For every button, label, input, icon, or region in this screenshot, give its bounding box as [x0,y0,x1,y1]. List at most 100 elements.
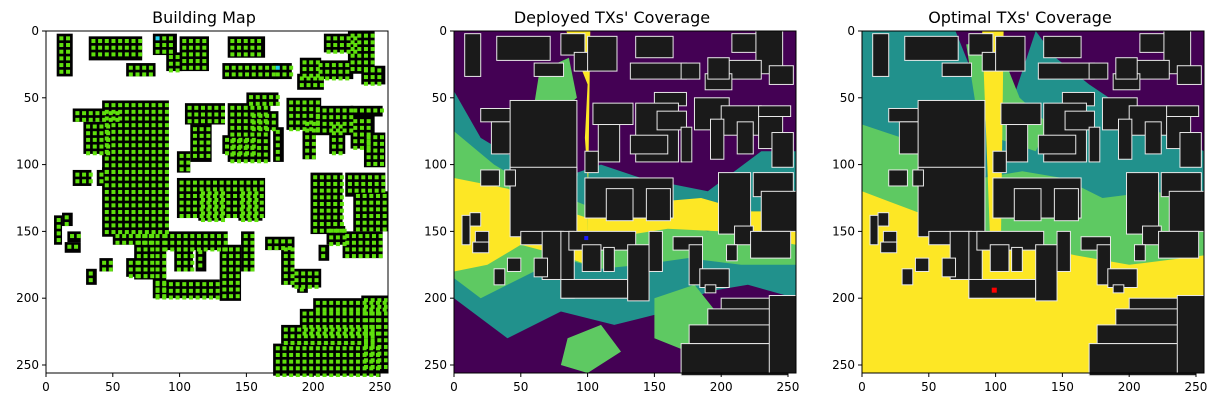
candidate-point [245,137,250,142]
candidate-point [290,340,295,345]
candidate-point [345,69,350,74]
candidate-point [164,216,169,221]
candidate-point [339,175,344,180]
candidate-point [378,247,383,252]
candidate-point [363,60,368,65]
candidate-point [373,155,378,160]
candidate-point [241,218,246,223]
candidate-point [355,193,360,198]
candidate-point [210,247,215,252]
candidate-point [243,247,248,252]
candidate-point [164,163,169,168]
candidate-point [182,288,187,293]
candidate-point [74,244,79,249]
building [917,99,986,176]
candidate-point [315,346,320,351]
candidate-point [326,188,331,193]
candidate-point [199,180,204,185]
candidate-point [363,33,368,38]
candidate-point [322,373,327,378]
candidate-point [247,218,252,223]
candidate-point [342,228,347,233]
candidate-point [151,143,156,148]
building [560,278,629,299]
candidate-point [317,327,322,332]
candidate-point [375,214,380,219]
candidate-point [259,187,264,192]
candidate-point [150,267,155,272]
candidate-point [226,180,231,185]
candidate-point [251,65,256,70]
candidate-point [164,116,169,121]
candidate-point [206,127,211,132]
building [995,35,1026,72]
candidate-point [118,45,123,50]
candidate-point [319,215,324,220]
candidate-point [164,169,169,174]
candidate-point [243,125,248,130]
candidate-point [151,123,156,128]
axes-frame [861,30,1205,374]
candidate-point [235,247,240,252]
candidate-point [131,216,136,221]
candidate-point [168,55,173,60]
chart-title: Optimal TXs' Coverage [928,8,1112,27]
candidate-point [203,234,208,239]
candidate-point [59,63,64,68]
candidate-point [118,103,123,108]
candidate-point [283,334,288,339]
candidate-point [183,234,188,239]
candidate-point [82,111,87,116]
candidate-point [345,254,350,259]
candidate-point [377,311,382,316]
candidate-point [95,117,100,122]
candidate-point [214,211,219,216]
candidate-point [335,128,340,133]
building [750,230,792,259]
candidate-point [151,223,156,228]
candidate-point [186,187,191,192]
candidate-point [190,240,195,245]
candidate-point [302,324,307,329]
candidate-point [231,144,236,149]
candidate-point [311,128,316,133]
candidate-point [250,52,255,57]
candidate-point [59,56,64,61]
candidate-point [326,49,331,54]
candidate-point [208,282,213,287]
building [506,257,522,272]
candidate-point [239,207,244,212]
candidate-point [56,238,61,243]
candidate-point [182,45,187,50]
building [627,244,650,302]
candidate-point [353,43,358,48]
candidate-point [221,197,226,202]
candidate-point [275,65,280,70]
candidate-point [92,151,97,156]
candidate-point [299,83,304,88]
candidate-point [342,352,347,357]
candidate-point [355,359,360,364]
candidate-point [226,200,231,205]
candidate-point [104,183,109,188]
candidate-point [138,230,143,235]
candidate-point [349,115,354,120]
candidate-point [254,204,259,209]
candidate-point [342,108,347,113]
candidate-point [309,67,314,72]
candidate-point [115,111,120,116]
candidate-point [367,175,372,180]
candidate-point [313,215,318,220]
candidate-point [168,49,173,54]
candidate-point [302,311,307,316]
candidate-point [329,121,334,126]
candidate-point [170,240,175,245]
candidate-point [199,207,204,212]
building [474,230,490,243]
candidate-point [378,240,383,245]
candidate-point [162,49,167,54]
candidate-point [222,260,227,265]
candidate-point [283,327,288,332]
candidate-point [357,327,362,332]
candidate-point [131,103,136,108]
